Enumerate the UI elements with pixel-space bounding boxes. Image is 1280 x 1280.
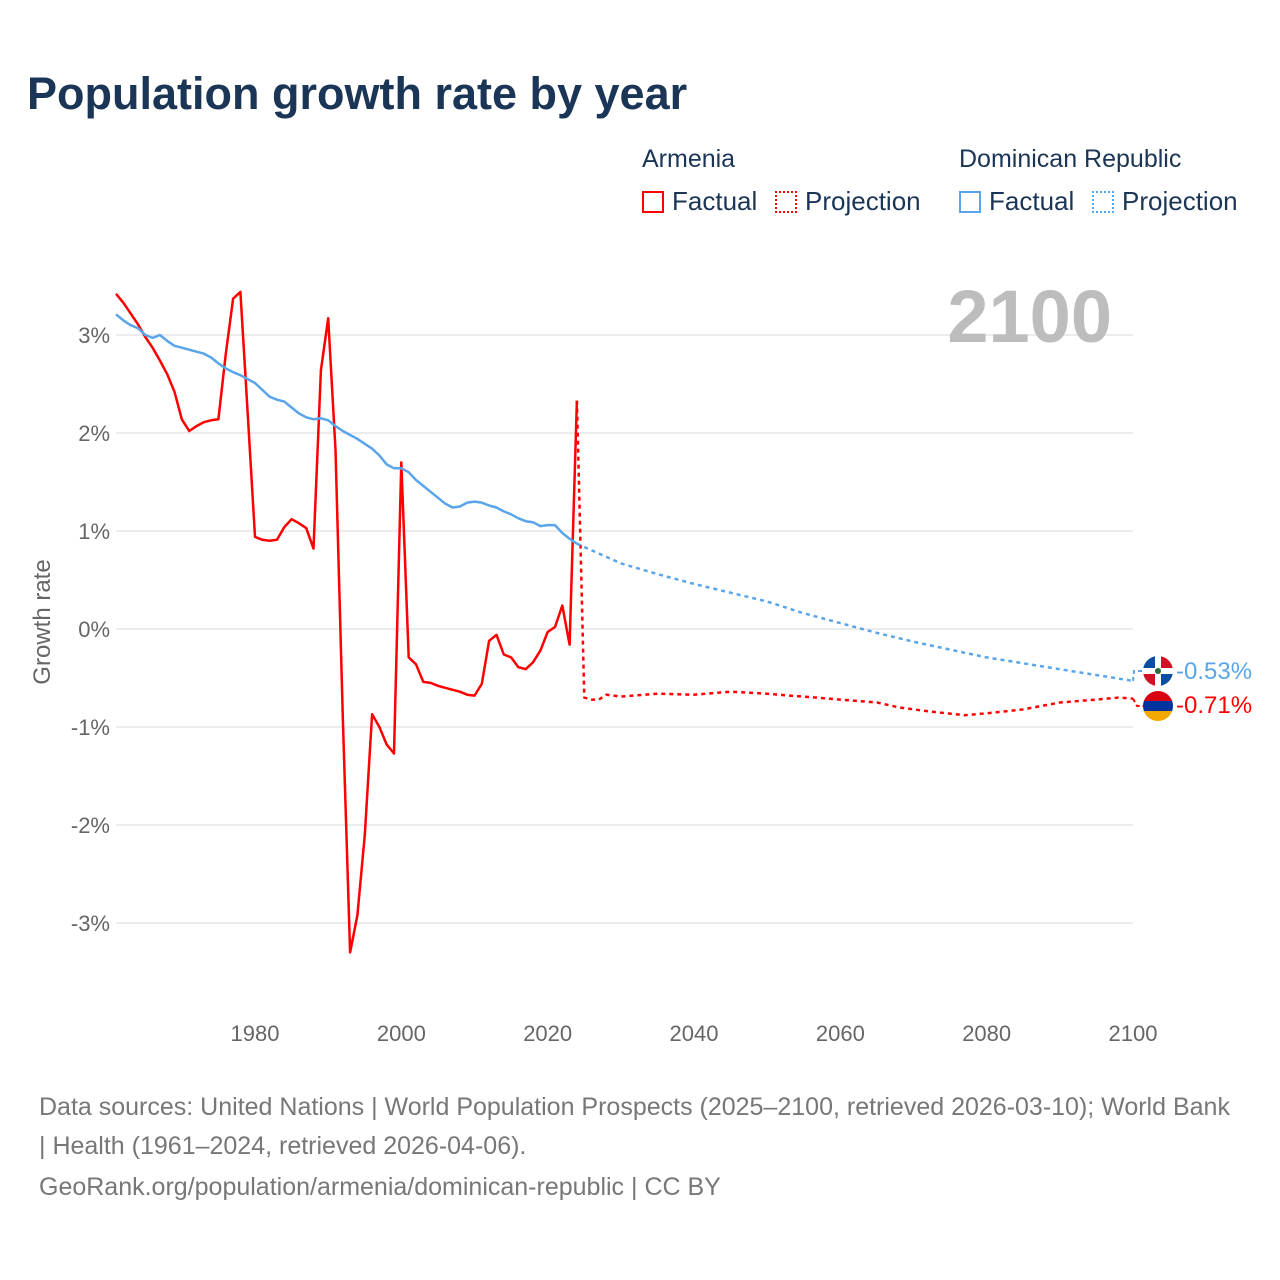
y-tick-label: 2% — [78, 421, 110, 446]
legend-swatch-solid — [642, 190, 664, 213]
x-tick-label: 2020 — [523, 1021, 572, 1046]
series-line-armenia-factual — [115, 290, 579, 954]
legend-dominican-factual[interactable]: Factual — [959, 186, 1074, 217]
y-tick-label: -2% — [71, 813, 110, 838]
y-tick-label: 3% — [78, 323, 110, 348]
x-tick-label: 2060 — [816, 1021, 865, 1046]
end-connector-dominican — [1132, 670, 1143, 682]
series-line-dominican-republic-factual — [115, 313, 578, 545]
page-title: Population growth rate by year — [27, 68, 688, 119]
legend-label: Projection — [1122, 186, 1238, 216]
y-axis-label: Growth rate — [29, 559, 56, 684]
legend-label: Factual — [672, 186, 758, 216]
legend-armenia-projection[interactable]: Projection — [775, 186, 921, 217]
line-chart: 3% 2% 1% 0% -1% -2% -3% 1980 2000 2020 2040 2060 208… — [29, 275, 1252, 1046]
flag-dominican-republic-icon — [1143, 656, 1173, 686]
series-line-armenia-projection — [575, 400, 1134, 717]
attribution-link[interactable]: GeoRank.org/population/armenia/dominican… — [39, 1173, 721, 1201]
y-tick-label: 1% — [78, 519, 110, 544]
y-tick-label: 0% — [78, 617, 110, 642]
x-tick-label: 2100 — [1109, 1021, 1158, 1046]
x-tick-label: 2080 — [962, 1021, 1011, 1046]
end-connector-armenia — [1132, 698, 1143, 707]
legend-label: Projection — [805, 186, 921, 216]
legend-swatch-dotted — [1092, 190, 1114, 213]
end-label-dominican-republic: -0.53% — [1176, 658, 1252, 685]
flag-armenia-icon — [1143, 691, 1173, 721]
y-tick-label: -1% — [71, 715, 110, 740]
series-line-dominican-republic-projection — [576, 542, 1134, 683]
x-tick-label: 1980 — [231, 1021, 280, 1046]
legend-label: Factual — [989, 186, 1075, 216]
y-tick-label: -3% — [71, 911, 110, 936]
legend-armenia-factual[interactable]: Factual — [642, 186, 757, 217]
footer: Data sources: United Nations | World Pop… — [39, 1088, 1239, 1207]
end-label-armenia: -0.71% — [1176, 692, 1252, 719]
data-sources: Data sources: United Nations | World Pop… — [39, 1093, 1230, 1160]
x-tick-label: 2040 — [670, 1021, 719, 1046]
x-tick-label: 2000 — [377, 1021, 426, 1046]
legend-swatch-dotted — [775, 190, 797, 213]
legend-group-dominican-republic: Dominican Republic — [959, 145, 1182, 173]
legend-dominican-projection[interactable]: Projection — [1092, 186, 1238, 217]
year-label: 2100 — [947, 275, 1112, 358]
legend-group-armenia: Armenia — [642, 145, 736, 173]
legend-swatch-solid — [959, 190, 981, 213]
